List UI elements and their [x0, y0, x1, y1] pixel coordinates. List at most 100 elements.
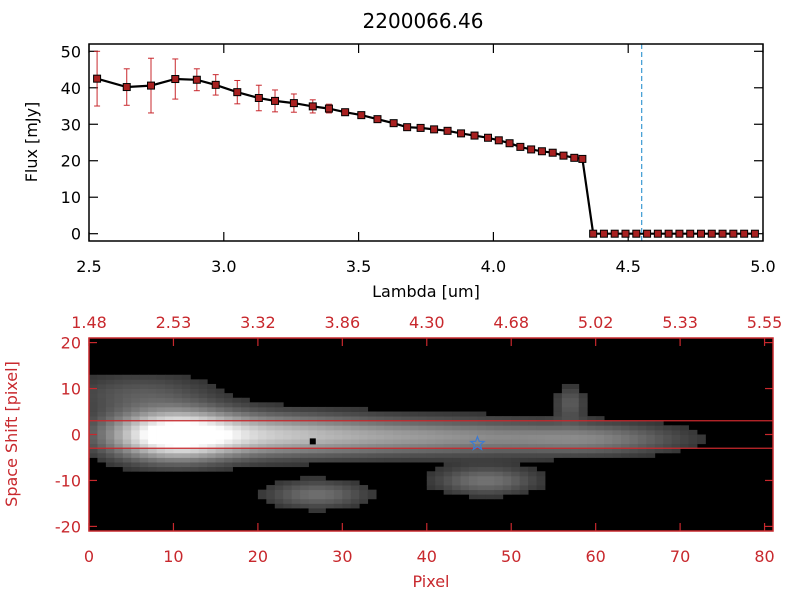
image-pixel [181, 383, 191, 389]
image-pixel [460, 429, 470, 435]
image-pixel [317, 475, 326, 481]
image-pixel [621, 452, 630, 458]
image-pixel [460, 457, 470, 463]
image-pixel [232, 429, 242, 435]
image-pixel [266, 462, 276, 468]
image-pixel [139, 383, 149, 389]
image-pixel [215, 393, 225, 399]
image-pixel [502, 471, 512, 477]
image-pixel [207, 448, 217, 454]
image-pixel [553, 452, 563, 458]
image-pixel [342, 434, 352, 440]
image-pixel [300, 416, 309, 422]
image-pixel [300, 406, 309, 412]
image-pixel [359, 443, 369, 449]
image-pixel [198, 379, 208, 385]
image-pixel [181, 466, 191, 472]
image-pixel [561, 429, 571, 435]
image-pixel [97, 383, 107, 389]
image-pixel [122, 379, 132, 385]
image-pixel [198, 416, 208, 422]
image-pixel [646, 448, 656, 454]
image-pixel [148, 393, 157, 399]
image-pixel [401, 429, 411, 435]
image-pixel [612, 452, 622, 458]
image-pixel [452, 466, 461, 472]
image-pixel [494, 434, 504, 440]
image-pixel [257, 452, 267, 458]
data-point [430, 125, 439, 134]
image-y-tick-label: 20 [61, 334, 81, 353]
data-point [686, 229, 695, 238]
data-point [484, 133, 493, 142]
image-pixel [570, 406, 580, 412]
image-pixel [502, 420, 512, 426]
image-pixel [274, 489, 284, 495]
image-pixel [266, 425, 276, 431]
image-pixel [409, 416, 419, 422]
image-pixel [131, 379, 141, 385]
image-pixel [545, 452, 554, 458]
image-pixel [342, 420, 352, 426]
image-pixel [291, 498, 301, 504]
image-pixel [198, 397, 208, 403]
data-point [324, 104, 333, 113]
image-pixel [545, 416, 554, 422]
image-pixel [274, 443, 284, 449]
image-pixel [452, 420, 461, 426]
data-point [505, 139, 514, 148]
data-point [675, 229, 684, 238]
image-pixel [604, 452, 613, 458]
image-pixel [469, 485, 478, 491]
image-pixel [190, 443, 200, 449]
image-pixel [232, 425, 242, 431]
image-pixel [477, 443, 487, 449]
image-pixel [646, 434, 656, 440]
image-pixel [114, 383, 124, 389]
image-pixel [114, 429, 124, 435]
image-pixel [325, 416, 335, 422]
image-pixel [131, 393, 141, 399]
image-pixel [477, 475, 487, 481]
image-pixel [181, 448, 191, 454]
image-pixel [165, 429, 174, 435]
image-pixel [595, 429, 605, 435]
image-pixel [342, 425, 352, 431]
image-pixel [587, 429, 597, 435]
image-pixel [207, 466, 217, 472]
image-pixel [485, 494, 495, 500]
image-pixel [384, 425, 394, 431]
y-tick-label: 10 [61, 188, 81, 207]
image-pixel [257, 448, 267, 454]
image-pixel [325, 420, 335, 426]
image-pixel [198, 402, 208, 408]
image-pixel [469, 443, 478, 449]
image-pixel [249, 411, 259, 417]
image-pixel [435, 485, 445, 491]
image-pixel [105, 434, 115, 440]
image-pixel [519, 448, 529, 454]
image-pixel [89, 429, 98, 435]
image-pixel [173, 393, 183, 399]
image-pixel [325, 448, 335, 454]
data-point [559, 151, 568, 160]
image-pixel [198, 452, 208, 458]
image-pixel [350, 416, 360, 422]
image-pixel [654, 434, 664, 440]
image-pixel [578, 420, 588, 426]
image-pixel [198, 457, 208, 463]
image-pixel [494, 416, 504, 422]
image-pixel [452, 457, 461, 463]
image-pixel [165, 452, 174, 458]
image-pixel [190, 416, 200, 422]
image-pixel [165, 457, 174, 463]
image-pixel [300, 489, 309, 495]
image-pixel [460, 416, 470, 422]
image-pixel [89, 388, 98, 394]
image-pixel [452, 443, 461, 449]
image-pixel [519, 475, 529, 481]
image-pixel [215, 388, 225, 394]
image-pixel [215, 397, 225, 403]
image-pixel [224, 448, 233, 454]
